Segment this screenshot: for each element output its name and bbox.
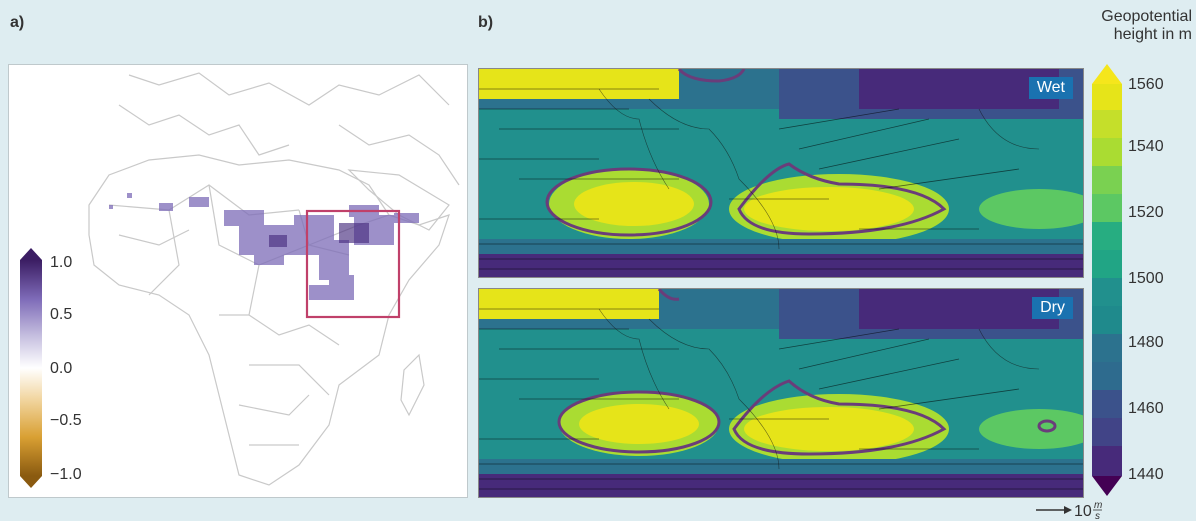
panel-label-b: b) [478, 14, 494, 31]
geopotential-map-dry: Dry [478, 288, 1084, 498]
geopotential-map-wet: Wet [478, 68, 1084, 278]
colorbar-a-tick: 0.5 [50, 306, 73, 323]
colorbar-a-tick: −0.5 [50, 412, 82, 429]
dry-badge: Dry [1032, 297, 1073, 319]
colorbar-b-title-line1: Geopotential [1101, 8, 1192, 25]
wind-scale-unit-num: m [1094, 500, 1102, 511]
colorbar-b-tick: 1540 [1128, 138, 1164, 155]
colorbar-b-tick: 1480 [1128, 334, 1164, 351]
panel-label-a: a) [10, 14, 25, 31]
country-borders [88, 72, 460, 486]
colorbar-b-tick: 1440 [1128, 466, 1164, 483]
colorbar-b-title: Geopotential height in m [1058, 8, 1192, 44]
colorbar-b [1092, 64, 1122, 496]
africa-map-svg [88, 72, 460, 486]
colorbar-b-tick: 1500 [1128, 270, 1164, 287]
colorbar-b-tick: 1560 [1128, 76, 1164, 93]
colorbar-a-tick: 0.0 [50, 360, 73, 377]
wind-scale-value: 10 [1074, 503, 1092, 520]
region-box [305, 209, 401, 319]
geopotential-field-wet [479, 69, 1083, 277]
colorbar-a-tick: −1.0 [50, 466, 82, 483]
wind-vectors [479, 88, 1083, 270]
wind-scale-arrow: 10 m s [1036, 500, 1102, 520]
geopotential-field-dry [479, 289, 1083, 497]
wind-scale-unit-den: s [1095, 511, 1100, 520]
colorbar-b-title-line2: height in m [1113, 26, 1192, 43]
colorbar-b-tick: 1460 [1128, 400, 1164, 417]
colorbar-a-tick: 1.0 [50, 254, 73, 271]
colorbar-b-tick: 1520 [1128, 204, 1164, 221]
colorbar-a [20, 248, 42, 488]
africa-map [8, 64, 468, 498]
wet-badge: Wet [1028, 77, 1073, 99]
